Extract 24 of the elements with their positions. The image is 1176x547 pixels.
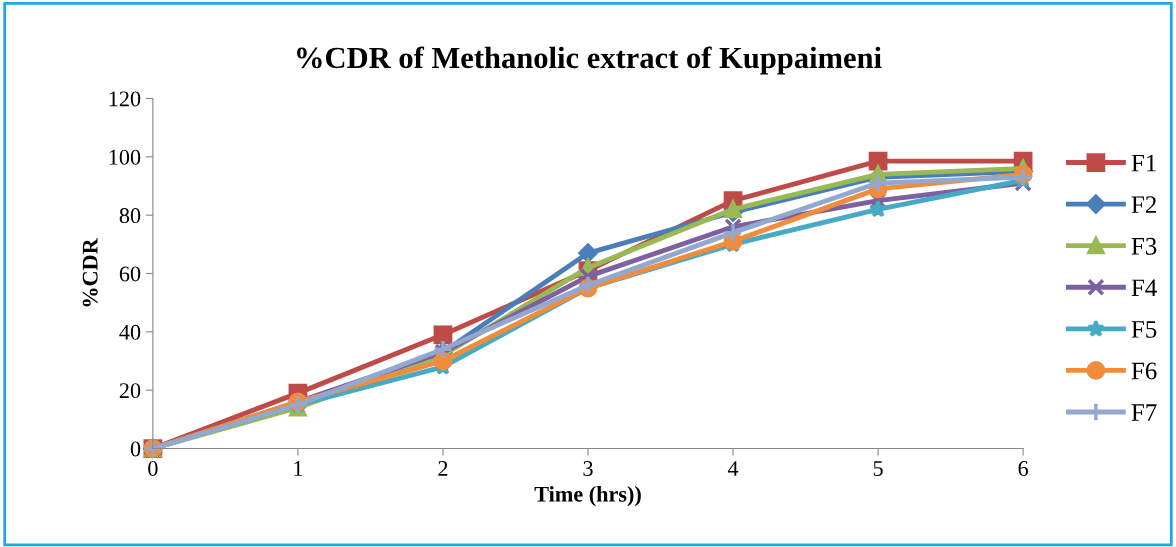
y-tick-label: 40: [119, 324, 141, 340]
x-tick-label: 3: [583, 461, 593, 476]
x-tick-label: 2: [438, 461, 448, 476]
x-tick-label: 1: [294, 461, 303, 476]
y-tick-label: 120: [109, 91, 141, 107]
x-tick-label: 0: [148, 460, 158, 476]
legend-label: F5: [1131, 321, 1157, 338]
y-tick-label: 0: [130, 441, 141, 457]
y-tick-label: 60: [119, 266, 141, 282]
legend-label: F4: [1131, 279, 1157, 296]
legend-label: F1: [1131, 154, 1156, 172]
legend-label: F7: [1131, 404, 1157, 421]
y-axis-title: %CDR: [82, 238, 98, 307]
legend-label: F6: [1131, 362, 1157, 380]
chart-title: %CDR of Methanolic extract of Kuppaimeni: [297, 46, 882, 75]
x-tick-label: 6: [1018, 461, 1029, 476]
x-tick-label: 5: [873, 461, 883, 476]
legend-label: F3: [1131, 237, 1157, 255]
x-tick-label: 4: [727, 461, 739, 476]
y-tick-label: 80: [119, 208, 141, 224]
x-axis-title: Time (hrs)): [534, 486, 641, 507]
legend-label: F2: [1131, 196, 1156, 213]
y-tick-label: 100: [109, 149, 141, 165]
y-tick-label: 20: [119, 383, 141, 399]
